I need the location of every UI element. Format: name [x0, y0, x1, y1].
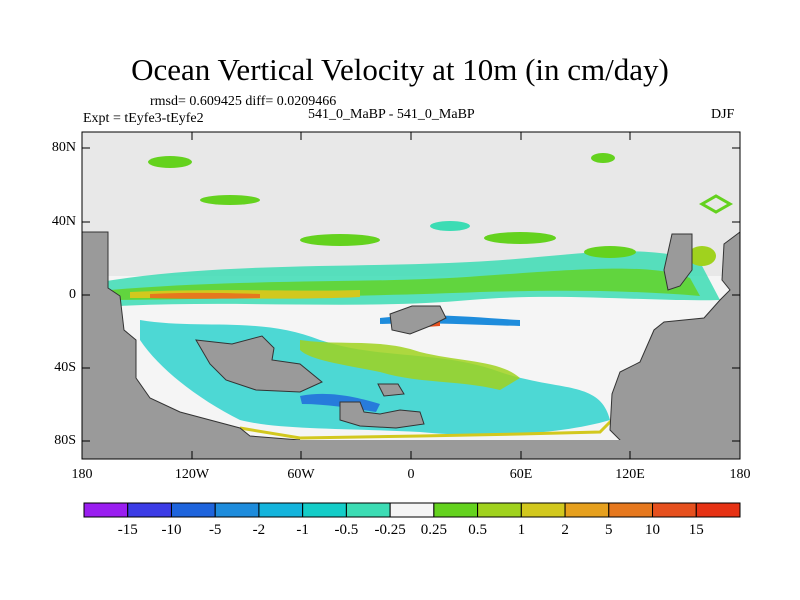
patch-green-3: [200, 195, 260, 205]
lat-label-80n: 80N: [51, 140, 76, 155]
comparison-label: 541_0_MaBP - 541_0_MaBP: [308, 107, 475, 122]
patch-cyan-1: [430, 221, 470, 231]
colorbar-label: 10: [645, 522, 660, 538]
colorbar-label: 2: [561, 522, 569, 538]
colorbar-swatch: [345, 502, 391, 518]
colorbar-swatch: [608, 502, 654, 518]
land-americas-west: [81, 231, 301, 460]
lon-label-120e: 120E: [615, 467, 645, 482]
patch-green-6: [584, 246, 636, 258]
land: [81, 231, 741, 460]
colorbar-label: 1: [518, 522, 526, 538]
patch-green-2: [591, 153, 615, 163]
lon-label-60w: 60W: [287, 467, 315, 482]
land-africa-west: [389, 305, 447, 335]
colorbar-label: 15: [689, 522, 704, 538]
southern-green: [300, 340, 520, 390]
land-africa-south: [339, 401, 425, 429]
patch-green-1: [148, 156, 192, 168]
axis-ticks: [81, 132, 741, 459]
lat-label-40s: 40S: [54, 360, 76, 375]
lon-label-180w: 180: [71, 467, 93, 482]
colorbar-swatch: [564, 502, 610, 518]
colorbar-swatch: [477, 502, 522, 518]
colorbar-swatch: [433, 502, 479, 518]
colorbar-label: 0.5: [468, 522, 487, 538]
lat-label-0: 0: [69, 287, 76, 302]
colorbar-swatch: [258, 502, 304, 518]
colorbar-label: 0.25: [421, 522, 447, 538]
patch-green-diamond: [698, 194, 734, 214]
patch-green-4: [300, 234, 380, 246]
colorbar-swatch: [83, 502, 129, 518]
antarctic-rim: [239, 418, 614, 440]
lon-label-60e: 60E: [509, 467, 533, 482]
lat-label-80s: 80S: [54, 433, 76, 448]
land-antarctica: [82, 440, 740, 459]
colorbar-swatch: [389, 502, 435, 518]
colorbar-swatch: [214, 502, 260, 518]
season-label: DJF: [711, 107, 735, 122]
colorbar-label: -2: [253, 522, 266, 538]
colorbar-label: -0.5: [335, 522, 359, 538]
land-japan: [663, 233, 693, 291]
colorbar: -15 -10 -5 -2 -1 -0.5 -0.25 0.25 0.5 1 2 5 10 15: [83, 502, 741, 538]
stats-text: rmsd= 0.609425 diff= 0.0209466: [150, 94, 337, 109]
colorbar-label: -5: [209, 522, 222, 538]
colorbar-swatch: [302, 502, 347, 518]
colorbar-swatch: [170, 502, 216, 518]
patch-green-5: [484, 232, 556, 244]
colorbar-swatch: [127, 502, 172, 518]
colorbar-swatch: [695, 502, 741, 518]
lat-label-40n: 40N: [51, 214, 76, 229]
colorbar-label: -0.25: [375, 522, 406, 538]
land-south-america: [195, 335, 323, 393]
land-island: [377, 383, 405, 397]
lon-label-120w: 120W: [174, 467, 210, 482]
lon-label-0: 0: [407, 467, 415, 482]
patch-green-7: [688, 246, 716, 266]
lon-label-180e: 180: [729, 467, 751, 482]
colorbar-swatch: [652, 502, 697, 518]
band-orange: [150, 292, 260, 299]
colorbar-swatch: [520, 502, 566, 518]
colorbar-label: -15: [118, 522, 138, 538]
colorbar-label: -1: [296, 522, 309, 538]
colorbar-label: -10: [161, 522, 181, 538]
experiment-label: Expt = tEyfe3-tEyfe2: [83, 111, 204, 126]
colorbar-label: 5: [605, 522, 613, 538]
plot-title: Ocean Vertical Velocity at 10m (in cm/da…: [131, 52, 669, 87]
